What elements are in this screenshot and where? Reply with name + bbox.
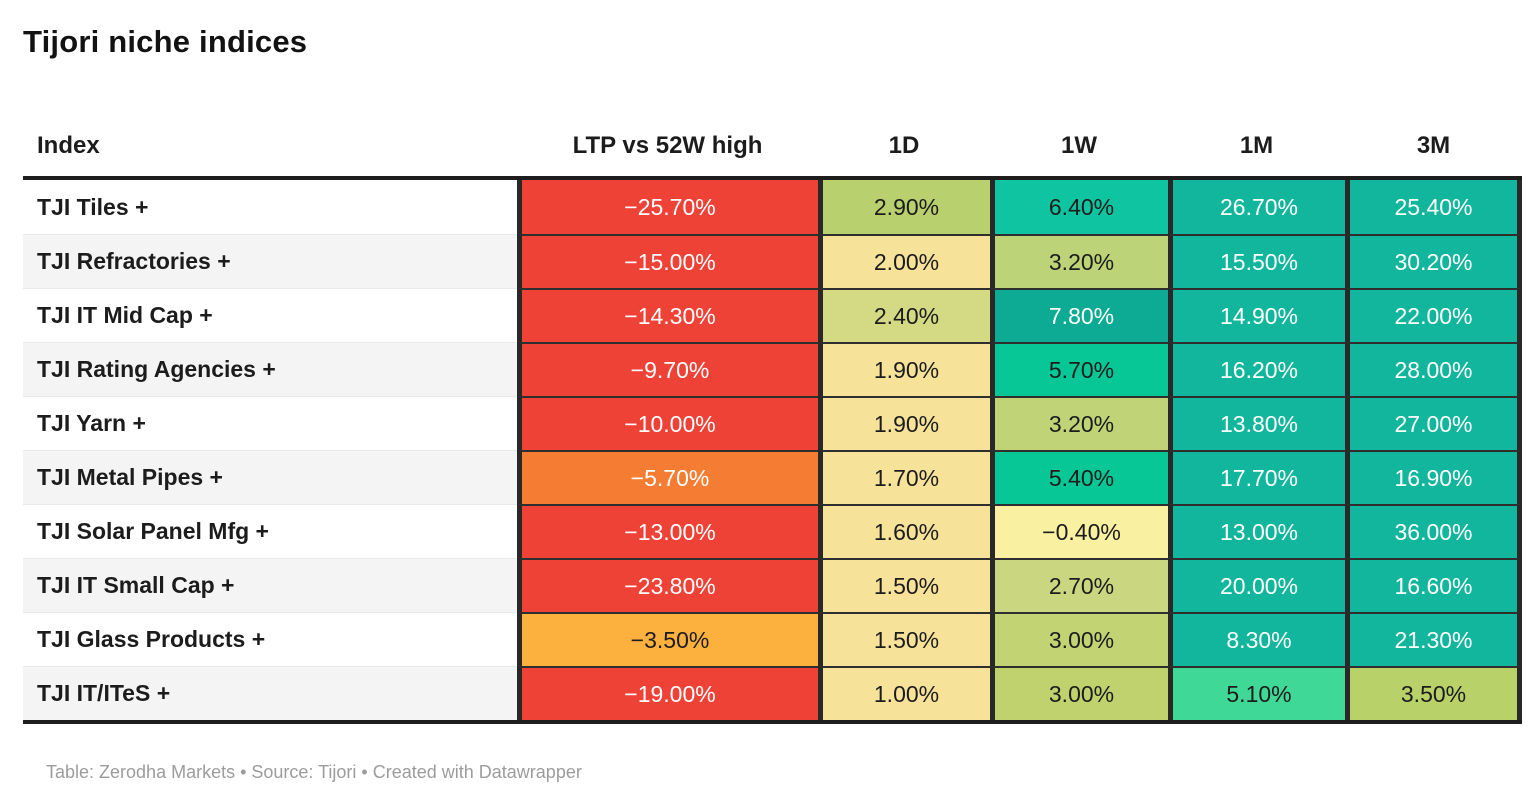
cell-3m: 25.40% <box>1345 180 1522 234</box>
column-header-index: Index <box>37 132 100 159</box>
cell-1w: 3.20% <box>990 396 1168 450</box>
cell-1m: 8.30% <box>1168 612 1345 666</box>
table-row: TJI IT/ITeS + −19.00% 1.00% 3.00% 5.10% … <box>23 666 1522 720</box>
cell-3m: 22.00% <box>1345 288 1522 342</box>
source-attribution: Table: Zerodha Markets • Source: Tijori … <box>46 762 582 782</box>
index-name-cell[interactable]: TJI IT/ITeS + <box>23 666 517 720</box>
column-header-ltp-vs-52w-high: LTP vs 52W high <box>572 132 763 159</box>
cell-3m: 3.50% <box>1345 666 1522 720</box>
page: Tijori niche indices Index LTP vs 52W hi… <box>23 24 1522 782</box>
index-name-cell[interactable]: TJI Yarn + <box>23 396 517 450</box>
table-row: TJI Metal Pipes + −5.70% 1.70% 5.40% 17.… <box>23 450 1522 504</box>
cell-1w: 6.40% <box>990 180 1168 234</box>
cell-1m: 26.70% <box>1168 180 1345 234</box>
cell-1m: 5.10% <box>1168 666 1345 720</box>
table-row: TJI Tiles + −25.70% 2.90% 6.40% 26.70% 2… <box>23 180 1522 234</box>
index-name-cell[interactable]: TJI Refractories + <box>23 234 517 288</box>
cell-ltp-vs-52w-high: −5.70% <box>517 450 818 504</box>
page-title: Tijori niche indices <box>23 24 308 59</box>
table-row: TJI Refractories + −15.00% 2.00% 3.20% 1… <box>23 234 1522 288</box>
index-name-cell[interactable]: TJI IT Small Cap + <box>23 558 517 612</box>
column-header-3m: 3M <box>1416 132 1451 159</box>
cell-ltp-vs-52w-high: −23.80% <box>517 558 818 612</box>
cell-3m: 16.60% <box>1345 558 1522 612</box>
cell-3m: 28.00% <box>1345 342 1522 396</box>
index-name-cell[interactable]: TJI Solar Panel Mfg + <box>23 504 517 558</box>
index-name-cell[interactable]: TJI IT Mid Cap + <box>23 288 517 342</box>
cell-ltp-vs-52w-high: −13.00% <box>517 504 818 558</box>
cell-1m: 20.00% <box>1168 558 1345 612</box>
cell-1w: 5.40% <box>990 450 1168 504</box>
column-header-1m: 1M <box>1239 132 1274 159</box>
table-row: TJI Rating Agencies + −9.70% 1.90% 5.70%… <box>23 342 1522 396</box>
column-header-1w: 1W <box>1061 132 1097 159</box>
cell-1m: 13.80% <box>1168 396 1345 450</box>
cell-1d: 1.60% <box>818 504 990 558</box>
cell-1w: −0.40% <box>990 504 1168 558</box>
cell-1d: 1.00% <box>818 666 990 720</box>
cell-1d: 1.50% <box>818 612 990 666</box>
table-body: TJI Tiles + −25.70% 2.90% 6.40% 26.70% 2… <box>23 180 1522 724</box>
table-row: TJI Glass Products + −3.50% 1.50% 3.00% … <box>23 612 1522 666</box>
table-row: TJI Solar Panel Mfg + −13.00% 1.60% −0.4… <box>23 504 1522 558</box>
cell-1d: 1.90% <box>818 396 990 450</box>
cell-3m: 21.30% <box>1345 612 1522 666</box>
cell-3m: 27.00% <box>1345 396 1522 450</box>
cell-3m: 30.20% <box>1345 234 1522 288</box>
cell-1m: 16.20% <box>1168 342 1345 396</box>
cell-1m: 13.00% <box>1168 504 1345 558</box>
cell-1d: 1.90% <box>818 342 990 396</box>
cell-1w: 3.00% <box>990 612 1168 666</box>
index-name-cell[interactable]: TJI Tiles + <box>23 180 517 234</box>
column-header-1d: 1D <box>888 132 920 159</box>
cell-3m: 16.90% <box>1345 450 1522 504</box>
cell-ltp-vs-52w-high: −3.50% <box>517 612 818 666</box>
cell-ltp-vs-52w-high: −25.70% <box>517 180 818 234</box>
cell-1w: 2.70% <box>990 558 1168 612</box>
indices-table: Index LTP vs 52W high 1D 1W 1M 3M TJI Ti… <box>23 116 1522 724</box>
table-row: TJI IT Mid Cap + −14.30% 2.40% 7.80% 14.… <box>23 288 1522 342</box>
cell-1d: 1.70% <box>818 450 990 504</box>
cell-1w: 7.80% <box>990 288 1168 342</box>
index-name-cell[interactable]: TJI Metal Pipes + <box>23 450 517 504</box>
index-name-cell[interactable]: TJI Rating Agencies + <box>23 342 517 396</box>
cell-1d: 2.40% <box>818 288 990 342</box>
cell-1w: 3.00% <box>990 666 1168 720</box>
cell-ltp-vs-52w-high: −10.00% <box>517 396 818 450</box>
cell-1d: 2.90% <box>818 180 990 234</box>
cell-ltp-vs-52w-high: −14.30% <box>517 288 818 342</box>
cell-1d: 2.00% <box>818 234 990 288</box>
cell-ltp-vs-52w-high: −19.00% <box>517 666 818 720</box>
cell-1m: 15.50% <box>1168 234 1345 288</box>
cell-ltp-vs-52w-high: −15.00% <box>517 234 818 288</box>
cell-ltp-vs-52w-high: −9.70% <box>517 342 818 396</box>
cell-1d: 1.50% <box>818 558 990 612</box>
index-name-cell[interactable]: TJI Glass Products + <box>23 612 517 666</box>
table-header-row: Index LTP vs 52W high 1D 1W 1M 3M <box>23 116 1522 180</box>
cell-1m: 17.70% <box>1168 450 1345 504</box>
table-row: TJI IT Small Cap + −23.80% 1.50% 2.70% 2… <box>23 558 1522 612</box>
cell-1w: 5.70% <box>990 342 1168 396</box>
cell-1w: 3.20% <box>990 234 1168 288</box>
cell-3m: 36.00% <box>1345 504 1522 558</box>
cell-1m: 14.90% <box>1168 288 1345 342</box>
table-row: TJI Yarn + −10.00% 1.90% 3.20% 13.80% 27… <box>23 396 1522 450</box>
